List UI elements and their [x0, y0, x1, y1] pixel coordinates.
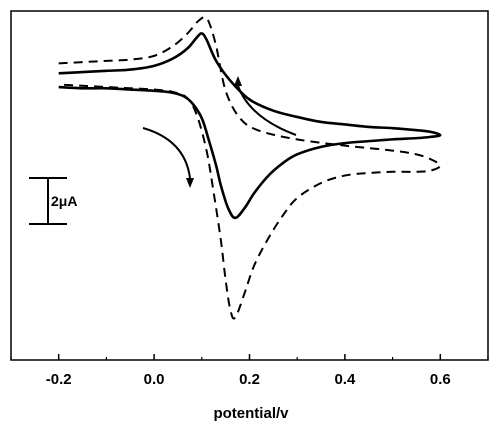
scan-arrow-down-icon — [142, 127, 191, 179]
x-axis-label: potential/v — [213, 405, 289, 422]
series-layer — [58, 16, 442, 320]
scan-arrow-up-icon-head — [234, 76, 242, 86]
x-tick-label: 0.2 — [239, 371, 260, 388]
series-solid-line — [58, 32, 442, 220]
x-tick-label: 0.6 — [430, 371, 451, 388]
series-dashed-line — [58, 16, 442, 320]
x-axis-ticks — [10, 354, 489, 360]
x-tick-label: 0.0 — [144, 371, 165, 388]
x-tick-label: 0.4 — [334, 371, 356, 388]
x-tick-label: -0.2 — [46, 371, 72, 388]
scan-arrow-up-icon — [237, 85, 297, 136]
scale-bar: 2μA — [29, 177, 77, 225]
scale-bar-label: 2μA — [51, 193, 77, 209]
x-axis-tick-labels: -0.2 0.0 0.2 0.4 0.6 — [46, 371, 451, 388]
scan-arrow-down-icon-head — [186, 178, 194, 188]
arrow-layer — [142, 76, 297, 188]
plot-frame — [10, 10, 489, 361]
